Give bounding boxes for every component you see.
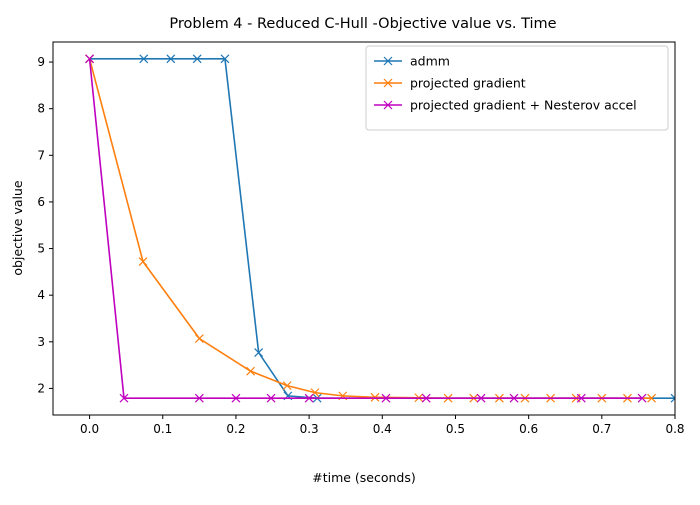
data-point xyxy=(246,366,256,376)
legend-entry: projected gradient + Nesterov accel xyxy=(374,98,637,113)
y-tick-label: 3 xyxy=(37,335,45,349)
x-tick-label: 0.3 xyxy=(300,422,319,436)
y-tick-label: 6 xyxy=(37,195,45,209)
data-point xyxy=(138,257,148,267)
data-point xyxy=(266,393,276,403)
y-tick-label: 9 xyxy=(37,55,45,69)
legend-marker xyxy=(383,56,393,66)
x-tick-label: 0.6 xyxy=(519,422,538,436)
y-tick-label: 2 xyxy=(37,381,45,395)
legend-label: projected gradient xyxy=(410,76,526,91)
data-point xyxy=(192,54,202,64)
data-point xyxy=(637,393,647,403)
data-point xyxy=(421,393,431,403)
y-tick-label: 4 xyxy=(37,288,45,302)
series-2 xyxy=(85,54,647,403)
series-line xyxy=(88,58,643,400)
x-tick-label: 0.0 xyxy=(80,422,99,436)
legend-entry: admm xyxy=(374,54,450,69)
data-point xyxy=(670,393,675,403)
legend-marker xyxy=(383,100,393,110)
x-tick-label: 0.4 xyxy=(373,422,392,436)
legend: admm projected gradient projected gradient… xyxy=(365,45,669,131)
legend-label: projected gradient + Nesterov accel xyxy=(410,98,637,113)
x-tick-label: 0.1 xyxy=(153,422,172,436)
data-point xyxy=(194,334,204,343)
legend-box xyxy=(365,45,669,131)
data-point xyxy=(576,393,586,403)
data-point xyxy=(85,54,95,64)
data-point xyxy=(370,392,380,402)
data-point xyxy=(509,393,519,403)
y-tick-label: 5 xyxy=(37,242,45,256)
x-tick-label: 0.5 xyxy=(446,422,465,436)
x-tick-label: 0.2 xyxy=(226,422,245,436)
data-point xyxy=(194,393,204,403)
data-point xyxy=(166,54,176,64)
y-tick-label: 8 xyxy=(37,102,45,116)
x-axis: 0.0 0.1 0.2 0.3 0.4 0.5 0.6 0.7 0.8 xyxy=(80,415,685,436)
data-point xyxy=(139,54,149,64)
data-point xyxy=(231,393,241,403)
x-axis-label: #time (seconds) xyxy=(312,470,416,485)
x-tick-label: 0.7 xyxy=(592,422,611,436)
data-point xyxy=(254,348,264,357)
chart-title: Problem 4 - Reduced C-Hull -Objective va… xyxy=(169,16,556,32)
data-point xyxy=(119,393,129,403)
data-point xyxy=(381,393,391,403)
y-axis: 2 3 4 5 6 7 8 9 xyxy=(37,55,53,395)
data-point xyxy=(647,393,657,403)
legend-label: admm xyxy=(410,54,450,69)
legend-marker xyxy=(383,78,393,88)
data-point xyxy=(304,393,314,403)
legend-entry: projected gradient xyxy=(374,76,526,91)
plot-area xyxy=(85,54,675,403)
data-point xyxy=(282,381,292,391)
y-tick-label: 7 xyxy=(37,148,45,162)
data-point xyxy=(220,54,230,64)
data-point xyxy=(476,393,486,403)
y-axis-label: objective value xyxy=(10,180,25,276)
axes-frame xyxy=(52,41,676,416)
x-tick-label: 0.8 xyxy=(665,422,684,436)
